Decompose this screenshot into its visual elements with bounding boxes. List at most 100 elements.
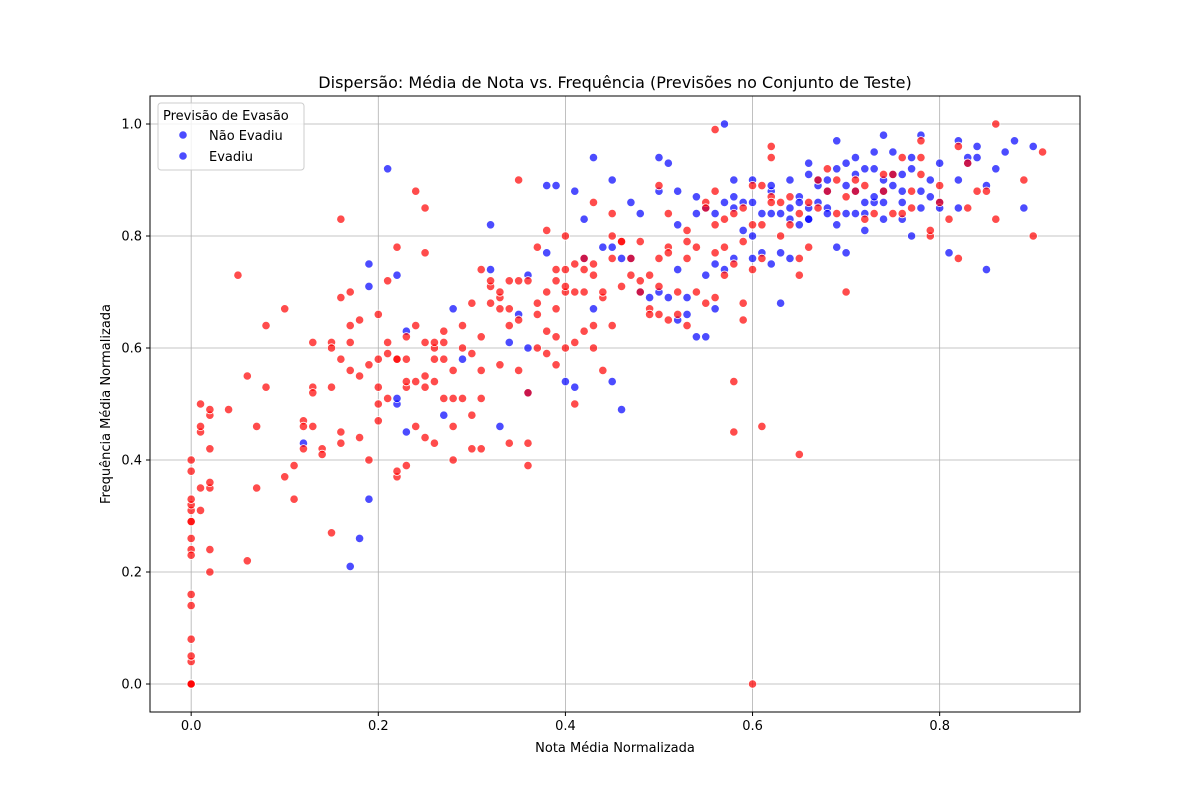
- y-tick-label: 1.0: [121, 118, 142, 133]
- data-point: [588, 304, 599, 314]
- data-point: [654, 153, 664, 163]
- data-point: [354, 371, 365, 381]
- data-point: [925, 225, 935, 235]
- data-point: [626, 197, 636, 207]
- data-point: [392, 466, 402, 476]
- data-point: [514, 315, 524, 325]
- data-point: [420, 337, 430, 347]
- data-point: [429, 438, 440, 448]
- data-point: [354, 432, 365, 443]
- data-point: [916, 186, 926, 196]
- data-point: [551, 360, 561, 370]
- data-point: [794, 197, 804, 207]
- data-point: [467, 348, 477, 359]
- data-point: [186, 533, 196, 544]
- data-point: [766, 259, 776, 269]
- data-point: [738, 225, 748, 235]
- data-point: [719, 242, 730, 252]
- data-point: [588, 259, 599, 269]
- data-point: [598, 242, 608, 252]
- data-point: [710, 248, 720, 258]
- data-point: [654, 309, 664, 319]
- data-point: [673, 309, 683, 319]
- data-point: [841, 248, 851, 258]
- data-point: [869, 147, 879, 157]
- data-point: [757, 253, 767, 263]
- data-point: [570, 259, 580, 269]
- data-point: [860, 225, 870, 235]
- data-point: [195, 399, 206, 409]
- data-point: [542, 348, 552, 359]
- data-point: [776, 231, 786, 241]
- data-point: [944, 248, 954, 258]
- data-points: [186, 119, 1048, 689]
- data-point: [710, 220, 720, 230]
- data-point: [701, 270, 711, 280]
- data-point: [785, 175, 795, 185]
- data-point: [588, 320, 599, 331]
- data-point: [682, 253, 692, 263]
- data-point: [953, 253, 963, 263]
- data-point: [542, 225, 552, 235]
- data-point: [560, 281, 571, 291]
- y-tick-label: 0.0: [121, 678, 142, 693]
- data-point: [860, 214, 870, 224]
- data-point: [476, 332, 486, 342]
- data-point: [298, 421, 309, 431]
- data-point: [383, 164, 393, 174]
- data-point: [429, 376, 440, 387]
- data-point: [383, 348, 393, 359]
- data-point: [354, 533, 365, 544]
- data-point: [1028, 231, 1038, 241]
- data-point: [719, 214, 730, 224]
- data-point: [607, 242, 617, 252]
- data-point: [504, 304, 514, 314]
- data-point: [635, 276, 645, 286]
- data-point: [925, 175, 935, 185]
- data-point: [991, 214, 1001, 224]
- data-point: [682, 309, 692, 319]
- data-point: [869, 164, 879, 174]
- data-point: [514, 365, 524, 375]
- data-point: [336, 427, 346, 437]
- data-point: [607, 253, 617, 263]
- data-point: [579, 214, 589, 224]
- data-point: [841, 192, 851, 202]
- data-point: [551, 276, 561, 286]
- legend: Previsão de Evasão Não Evadiu Evadiu: [157, 102, 305, 171]
- data-point: [682, 237, 692, 247]
- data-point: [523, 438, 533, 448]
- data-point: [841, 158, 851, 168]
- data-point: [383, 337, 393, 347]
- data-point: [336, 292, 346, 303]
- data-point: [888, 209, 898, 219]
- data-point: [401, 354, 411, 364]
- data-point: [186, 589, 196, 600]
- data-point: [953, 175, 963, 185]
- data-point: [1019, 203, 1029, 213]
- data-point: [467, 410, 477, 420]
- data-point: [411, 186, 421, 196]
- data-point: [448, 455, 458, 465]
- data-point: [186, 600, 196, 611]
- data-point: [757, 220, 767, 230]
- data-point: [729, 175, 739, 185]
- data-point: [776, 298, 786, 308]
- legend-label-nao-evadiu: Não Evadiu: [209, 129, 283, 144]
- data-point: [878, 169, 889, 179]
- data-point: [841, 181, 851, 191]
- data-point: [991, 164, 1001, 174]
- data-point: [392, 354, 402, 364]
- data-point: [747, 679, 758, 689]
- data-point: [242, 371, 252, 381]
- data-point: [747, 197, 758, 207]
- data-point: [607, 175, 617, 185]
- legend-marker-nao-evadiu: [178, 130, 188, 140]
- data-point: [205, 404, 215, 415]
- data-point: [1019, 175, 1029, 185]
- data-point: [579, 326, 589, 336]
- data-point: [850, 186, 861, 196]
- data-point: [476, 365, 486, 375]
- data-point: [560, 231, 571, 241]
- data-point: [626, 253, 636, 263]
